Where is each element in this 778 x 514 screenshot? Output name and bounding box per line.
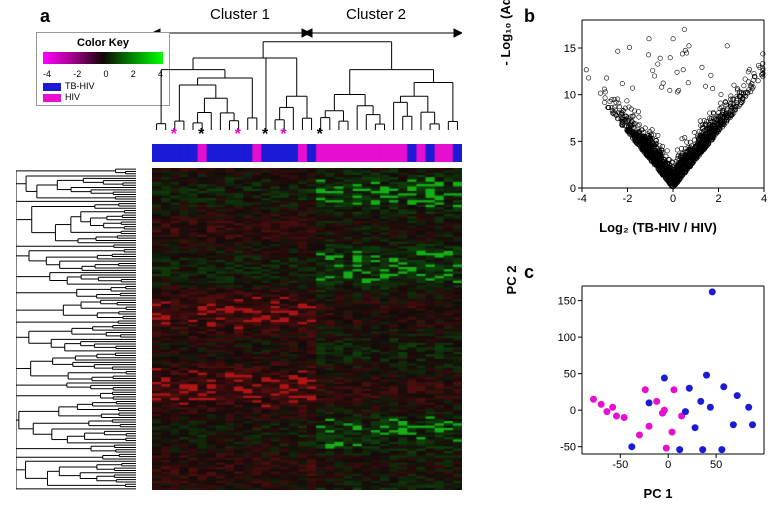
svg-text:4: 4 bbox=[761, 193, 767, 205]
svg-text:5: 5 bbox=[570, 136, 576, 148]
figure-page: a b c Cluster 1 Cluster 2 Color Key -4 -2… bbox=[0, 0, 778, 514]
color-key-gradient bbox=[43, 52, 163, 64]
category-swatch bbox=[43, 94, 61, 102]
row-dendrogram bbox=[16, 168, 146, 490]
svg-text:50: 50 bbox=[564, 369, 576, 381]
svg-text:50: 50 bbox=[710, 459, 722, 471]
color-key-legend: Color Key -4-2024 TB-HIVHIV bbox=[36, 32, 170, 106]
asterisk-marker: * bbox=[198, 130, 204, 140]
volcano-xlabel: Log₂ (TB-HIV / HIV) bbox=[548, 220, 768, 235]
asterisk-marker: * bbox=[235, 130, 241, 140]
heatmap bbox=[152, 168, 462, 490]
svg-text:-50: -50 bbox=[612, 459, 628, 471]
svg-text:150: 150 bbox=[558, 296, 576, 308]
pca-ylabel: PC 2 bbox=[504, 190, 519, 370]
panel-label-b: b bbox=[524, 6, 535, 27]
color-key-ticks: -4-2024 bbox=[43, 69, 163, 79]
asterisk-marker: * bbox=[262, 130, 268, 140]
pca-plot: -50 0 50 -50 0 50 100 150 bbox=[548, 280, 768, 480]
category-swatch bbox=[43, 83, 61, 91]
pca-xlabel: PC 1 bbox=[548, 486, 768, 501]
volcano-ylabel: - Log₁₀ (Adjusted P) bbox=[498, 0, 513, 104]
panel-label-a: a bbox=[40, 6, 50, 27]
svg-text:100: 100 bbox=[558, 332, 576, 344]
svg-text:0: 0 bbox=[665, 459, 671, 471]
svg-text:-4: -4 bbox=[577, 193, 587, 205]
svg-text:0: 0 bbox=[570, 405, 576, 417]
color-key-tick: 2 bbox=[131, 69, 136, 79]
category-legend: TB-HIVHIV bbox=[43, 81, 163, 103]
cluster1-label: Cluster 1 bbox=[210, 6, 270, 23]
color-key-tick: -2 bbox=[73, 69, 81, 79]
asterisk-marker: * bbox=[317, 130, 323, 140]
column-annotation-bar bbox=[152, 144, 462, 162]
svg-text:0: 0 bbox=[670, 193, 676, 205]
color-key-title: Color Key bbox=[43, 37, 163, 49]
asterisk-markers: * * * * * * bbox=[152, 130, 462, 144]
color-key-tick: 0 bbox=[103, 69, 108, 79]
column-dendrogram bbox=[152, 40, 462, 140]
category-legend-row: TB-HIV bbox=[43, 81, 163, 92]
asterisk-marker: * bbox=[171, 130, 177, 140]
svg-text:2: 2 bbox=[715, 193, 721, 205]
svg-text:15: 15 bbox=[564, 43, 576, 55]
category-label: HIV bbox=[65, 92, 80, 103]
category-legend-row: HIV bbox=[43, 92, 163, 103]
svg-text:0: 0 bbox=[570, 183, 576, 195]
volcano-plot: -4 -2 0 2 4 0 5 10 15 bbox=[548, 14, 768, 214]
svg-text:-2: -2 bbox=[623, 193, 633, 205]
category-label: TB-HIV bbox=[65, 81, 95, 92]
color-key-tick: -4 bbox=[43, 69, 51, 79]
svg-text:10: 10 bbox=[564, 90, 576, 102]
asterisk-marker: * bbox=[280, 130, 286, 140]
panel-label-c: c bbox=[524, 262, 534, 283]
cluster-arrows bbox=[152, 26, 462, 40]
cluster2-label: Cluster 2 bbox=[346, 6, 406, 23]
svg-text:-50: -50 bbox=[560, 442, 576, 454]
